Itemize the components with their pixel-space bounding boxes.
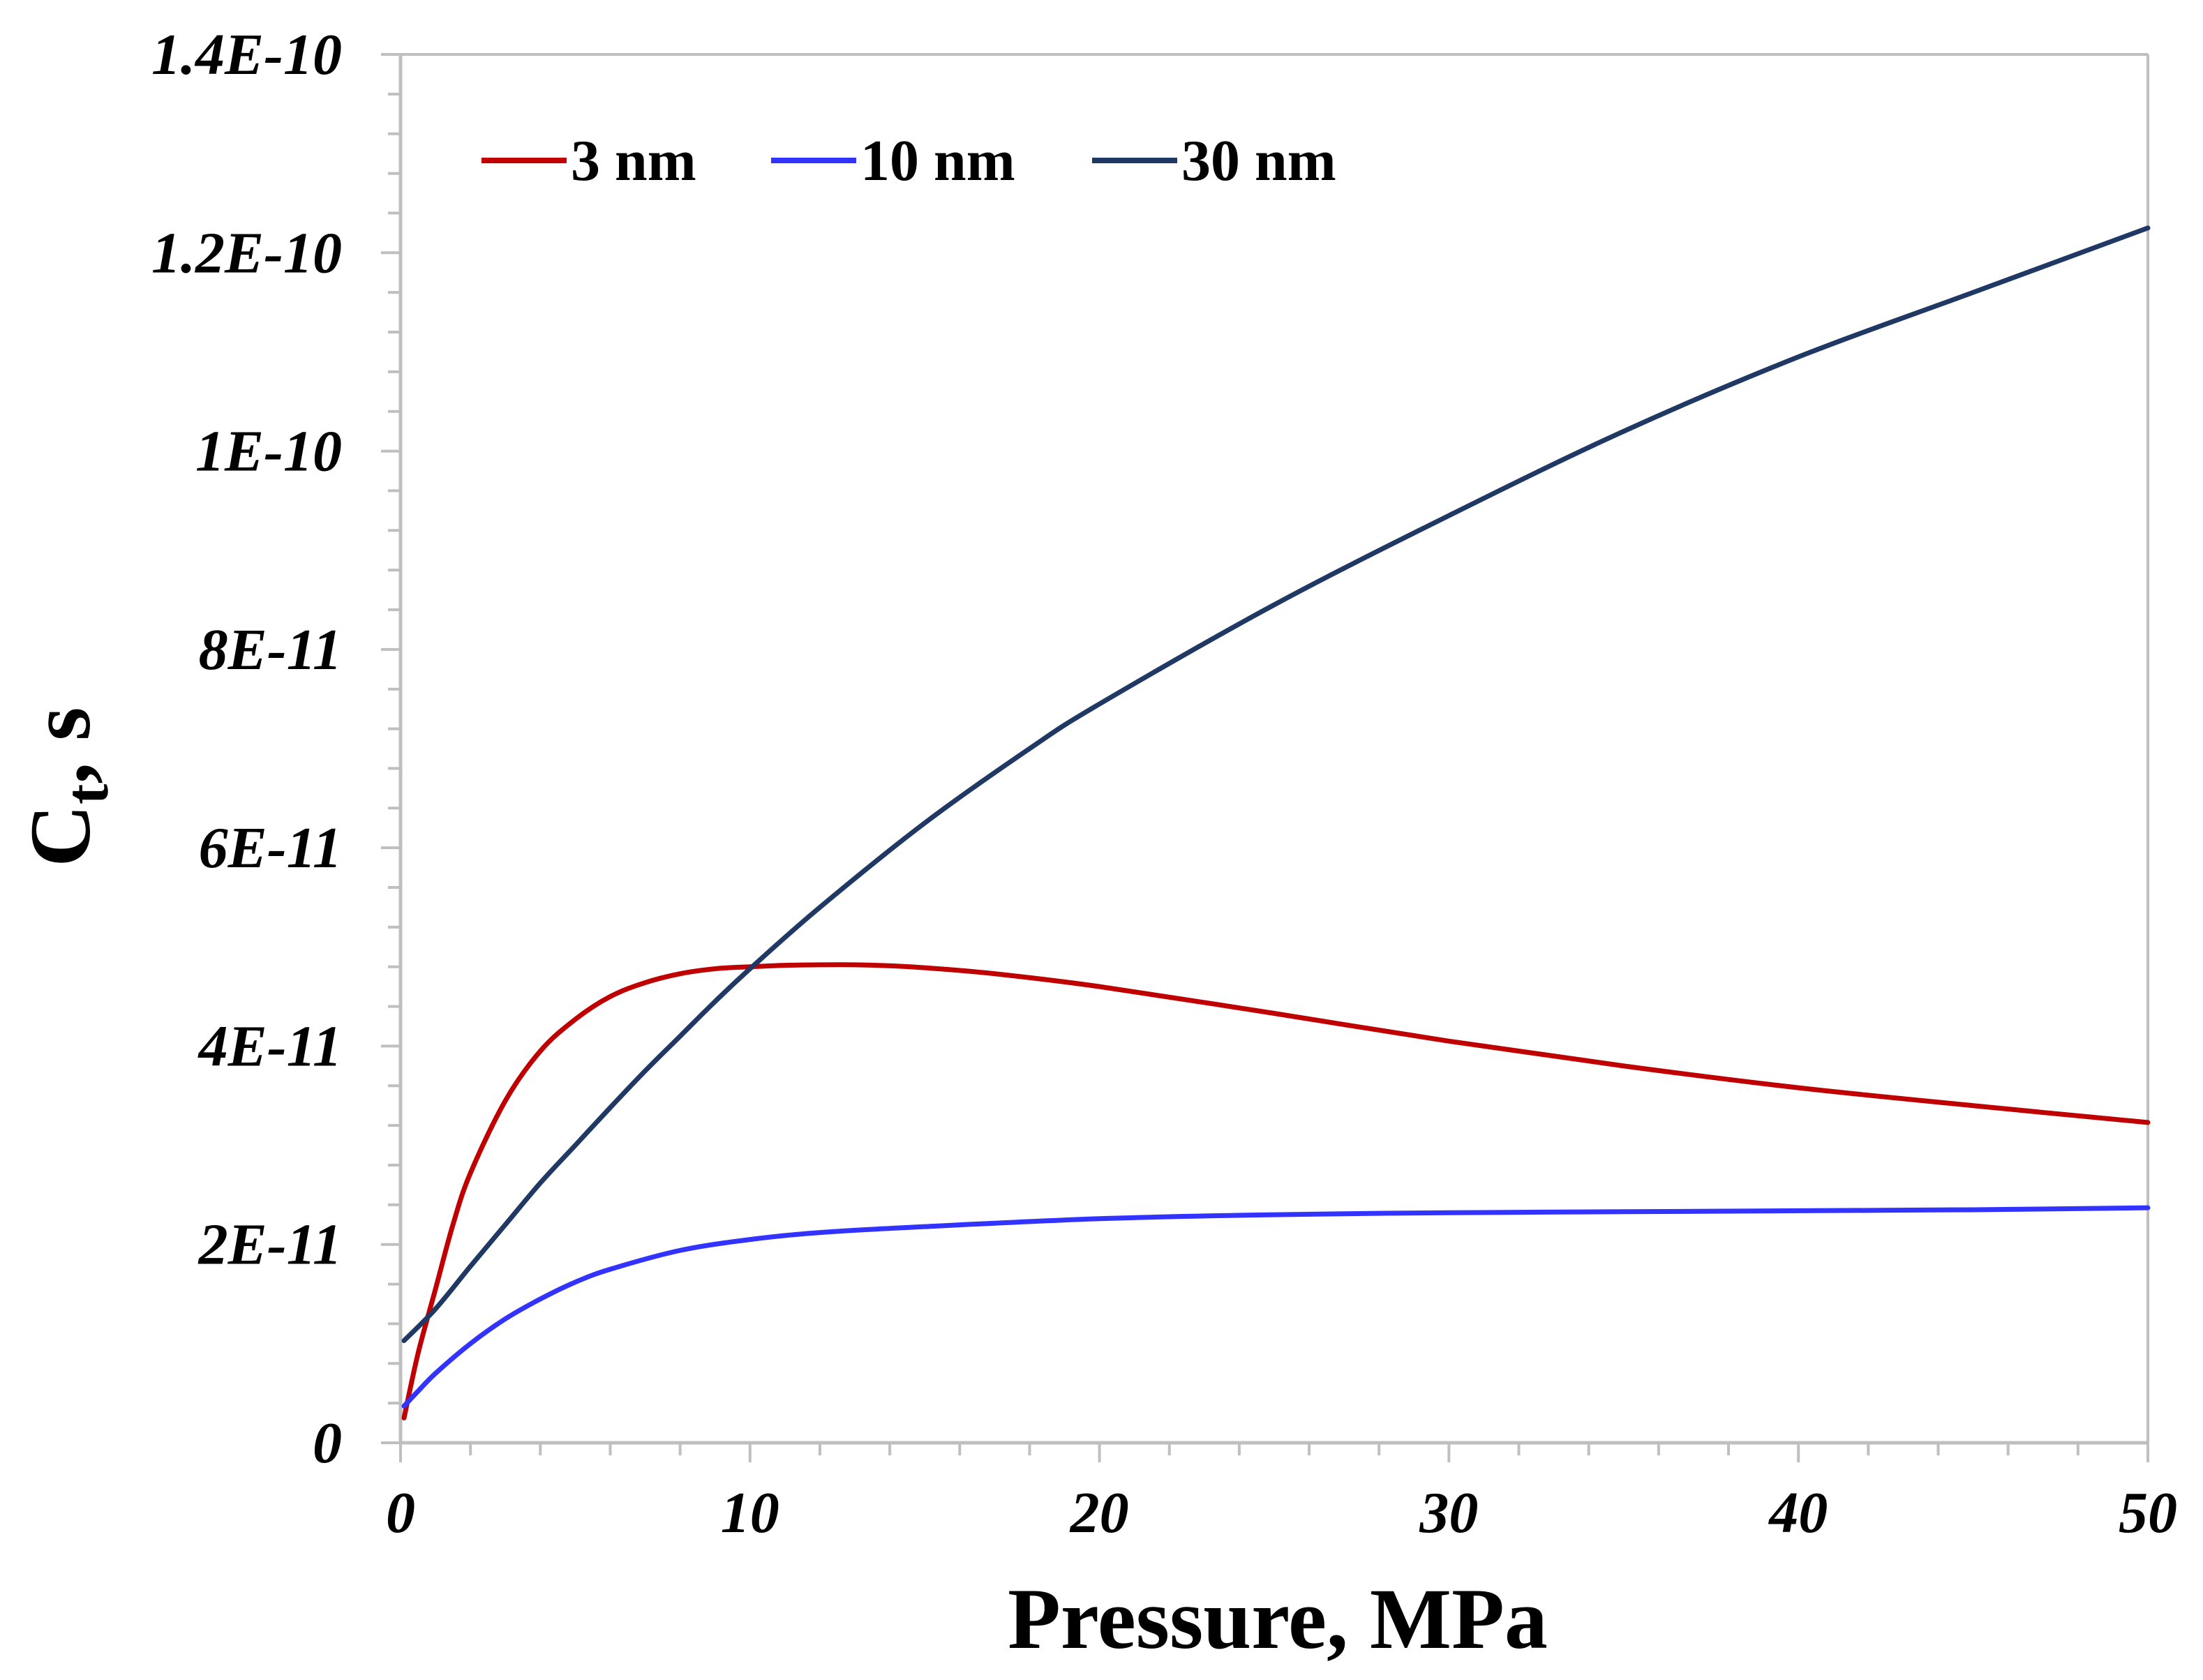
y-tick-label: 6E-11	[199, 816, 342, 880]
x-tick-label: 50	[2119, 1480, 2177, 1545]
x-tick-label: 0	[386, 1480, 415, 1545]
y-axis-title: Ct, s	[13, 707, 121, 867]
axis-ticks	[381, 53, 2149, 1462]
series-line-10nm	[401, 1205, 2151, 1409]
legend-label-10nm: 10 nm	[860, 128, 1015, 193]
plot-frame	[398, 53, 2149, 1445]
y-tick-label: 0	[313, 1411, 342, 1476]
y-tick-label: 1.2E-10	[151, 220, 342, 285]
y-tick-label: 2E-11	[197, 1213, 342, 1277]
x-tick-label: 10	[721, 1480, 779, 1545]
y-tick-label: 4E-11	[197, 1014, 342, 1079]
y-axis-title-unit: , s	[13, 707, 108, 783]
y-axis-title-main: C	[13, 804, 108, 867]
x-tick-label: 40	[1768, 1480, 1828, 1545]
series-lines	[401, 225, 2151, 1420]
x-axis-title: Pressure, MPa	[1008, 1571, 1548, 1667]
y-tick-label: 8E-11	[199, 617, 342, 682]
y-tick-label: 1.4E-10	[151, 22, 342, 87]
legend-label-3nm: 3 nm	[571, 128, 696, 193]
x-tick-label: 30	[1419, 1480, 1478, 1545]
y-tick-label: 1E-10	[195, 419, 342, 484]
tick-labels: 0 10 20 30 40 50 0 2E-11 4E-11 6E-11 8E-11 1E-10 1.2…	[151, 22, 2177, 1545]
legend: 3 nm 10 nm 30 nm	[481, 128, 1336, 193]
x-tick-label: 20	[1069, 1480, 1129, 1545]
legend-label-30nm: 30 nm	[1181, 128, 1336, 193]
y-axis-title-subscript: t	[54, 784, 121, 804]
series-line-3nm	[401, 962, 2151, 1420]
series-line-30nm	[401, 225, 2151, 1344]
